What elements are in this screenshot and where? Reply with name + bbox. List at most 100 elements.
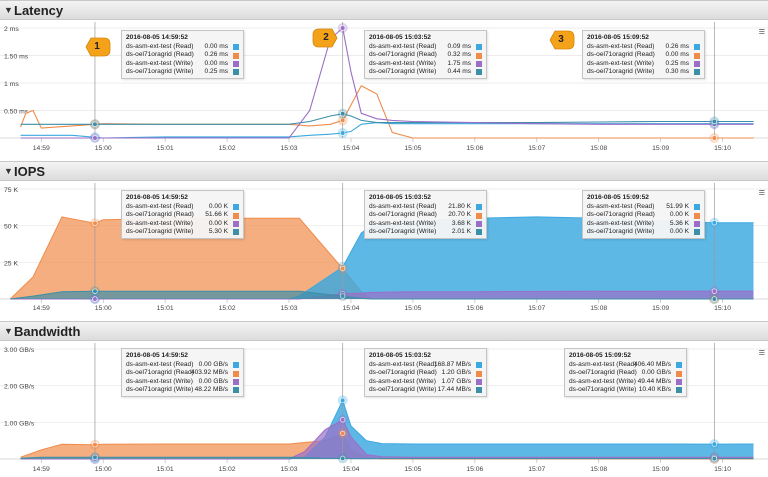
series-label: ds-asm-ext-test (Read) — [126, 203, 194, 211]
series-label: ds-asm-ext-test (Write) — [587, 59, 654, 67]
bandwidth-panel-header[interactable]: ▼ Bandwidth — [0, 321, 768, 341]
series-label: ds-oel71oragrid (Write) — [587, 227, 655, 235]
callout-1: 1 — [82, 36, 112, 58]
series-label: ds-oel71oragrid (Write) — [126, 67, 194, 75]
x-tick-label: 15:03 — [281, 145, 298, 152]
y-tick-label: 2.00 GB/s — [4, 384, 35, 391]
series-label: ds-oel71oragrid (Read) — [369, 51, 437, 59]
y-tick-label: 3.00 GB/s — [4, 347, 35, 354]
y-tick-label: 1.00 GB/s — [4, 420, 35, 427]
asm-read-swatch — [233, 204, 239, 211]
series-label: ds-asm-ext-test (Write) — [587, 219, 654, 227]
x-tick-label: 15:07 — [528, 305, 545, 312]
oel-write-hover-point — [340, 111, 346, 117]
oel-read-swatch — [476, 370, 482, 377]
y-tick-label: 75 K — [4, 187, 18, 194]
panel-title: IOPS — [14, 164, 46, 179]
series-label: ds-asm-ext-test (Read) — [369, 203, 437, 211]
tooltip-title: 2016-08-05 15:09:52 — [587, 194, 649, 201]
latency-chart[interactable]: 2 ms 1.50 ms 1 ms 0.50 ms 14:59 15:00 15:01 15:… — [0, 20, 768, 156]
series-label: ds-oel71oragrid (Write) — [369, 67, 437, 75]
series-value: 0.00 K — [669, 211, 689, 219]
x-tick-label: 15:08 — [590, 145, 607, 152]
series-value: 48.22 MB/s — [194, 385, 228, 393]
oel-write-swatch — [694, 228, 700, 235]
oel-read-swatch — [476, 212, 482, 219]
tooltip-title: 2016-08-05 14:59:52 — [126, 34, 188, 41]
x-tick-label: 15:02 — [219, 466, 236, 473]
bandwidth-tooltip-3: 2016-08-05 15:09:52 ds-asm-ext-test (Rea… — [564, 348, 687, 398]
collapse-triangle-icon[interactable]: ▼ — [4, 166, 13, 176]
asm-write-swatch — [233, 60, 239, 67]
series-label: ds-oel71oragrid (Read) — [126, 51, 194, 59]
x-tick-label: 15:09 — [652, 145, 669, 152]
oel-write-swatch — [476, 228, 482, 235]
asm-read-line — [20, 122, 754, 139]
oel-write-hover-point — [340, 293, 346, 299]
series-label: ds-oel71oragrid (Read) — [569, 369, 637, 377]
asm-write-swatch — [233, 378, 239, 385]
series-value: 0.44 ms — [447, 67, 471, 75]
bandwidth-tooltip-1: 2016-08-05 14:59:52 ds-asm-ext-test (Rea… — [121, 348, 244, 398]
oel-write-hover-point — [340, 455, 346, 461]
oel-write-swatch — [476, 386, 482, 393]
series-value: 3.68 K — [451, 219, 471, 227]
latency-tooltip-2: 2016-08-05 15:03:52 ds-asm-ext-test (Rea… — [364, 30, 487, 80]
x-tick-label: 15:08 — [590, 466, 607, 473]
asm-write-swatch — [476, 220, 482, 227]
oel-read-swatch — [676, 370, 682, 377]
latency-tooltip-1: 2016-08-05 14:59:52 ds-asm-ext-test (Rea… — [121, 30, 244, 80]
callout-number: 2 — [323, 32, 329, 43]
series-label: ds-oel71oragrid (Read) — [126, 369, 194, 377]
hamburger-menu-icon[interactable]: ≡ — [758, 347, 765, 359]
asm-write-area — [10, 291, 754, 299]
x-tick-label: 15:01 — [157, 466, 174, 473]
x-tick-label: 15:04 — [342, 305, 359, 312]
series-value: 403.92 MB/s — [190, 369, 228, 377]
asm-read-swatch — [233, 362, 239, 369]
oel-read-hover-point — [340, 266, 346, 272]
hamburger-menu-icon[interactable]: ≡ — [758, 26, 765, 38]
series-value: 0.00 ms — [204, 59, 228, 67]
oel-write-swatch — [233, 68, 239, 75]
oel-read-swatch — [233, 52, 239, 59]
collapse-triangle-icon[interactable]: ▼ — [4, 326, 13, 336]
tooltip-title: 2016-08-05 15:03:52 — [369, 352, 431, 359]
x-tick-label: 15:06 — [466, 466, 483, 473]
bandwidth-tooltip-2: 2016-08-05 15:03:52 ds-asm-ext-test (Rea… — [364, 348, 487, 398]
x-tick-label: 15:10 — [714, 145, 731, 152]
asm-read-swatch — [476, 204, 482, 211]
callout-badge-icon — [85, 37, 111, 57]
series-value: 5.36 K — [669, 219, 689, 227]
x-tick-label: 15:00 — [95, 145, 112, 152]
y-tick-label: 25 K — [4, 260, 18, 267]
series-value: 5.30 K — [208, 227, 228, 235]
x-tick-label: 15:05 — [404, 305, 421, 312]
tooltip-title: 2016-08-05 15:09:52 — [569, 352, 631, 359]
series-label: ds-asm-ext-test (Write) — [369, 59, 436, 67]
iops-panel-header[interactable]: ▼ IOPS — [0, 161, 768, 181]
collapse-triangle-icon[interactable]: ▼ — [4, 5, 13, 15]
oel-read-swatch — [694, 212, 700, 219]
x-tick-label: 14:59 — [33, 466, 50, 473]
panel-title: Latency — [14, 3, 64, 18]
oel-write-swatch — [233, 228, 239, 235]
y-tick-label: 1 ms — [4, 81, 19, 88]
latency-panel-header[interactable]: ▼ Latency — [0, 0, 768, 20]
series-value: 0.00 K — [208, 203, 228, 211]
x-tick-label: 15:03 — [281, 305, 298, 312]
series-label: ds-asm-ext-test (Read) — [587, 43, 655, 51]
asm-read-swatch — [476, 44, 482, 51]
y-tick-label: 50 K — [4, 224, 18, 231]
series-label: ds-asm-ext-test (Write) — [126, 377, 193, 385]
oel-write-swatch — [676, 386, 682, 393]
oel-read-hover-point — [92, 442, 98, 448]
callout-2: 2 — [311, 27, 341, 49]
hamburger-menu-icon[interactable]: ≡ — [758, 187, 765, 199]
series-value: 0.26 ms — [204, 51, 228, 59]
iops-tooltip-1: 2016-08-05 14:59:52 ds-asm-ext-test (Rea… — [121, 190, 244, 240]
series-value: 1.75 ms — [447, 59, 471, 67]
series-label: ds-asm-ext-test (Read) — [369, 361, 437, 369]
x-tick-label: 15:06 — [466, 145, 483, 152]
asm-write-hover-point — [92, 135, 98, 141]
